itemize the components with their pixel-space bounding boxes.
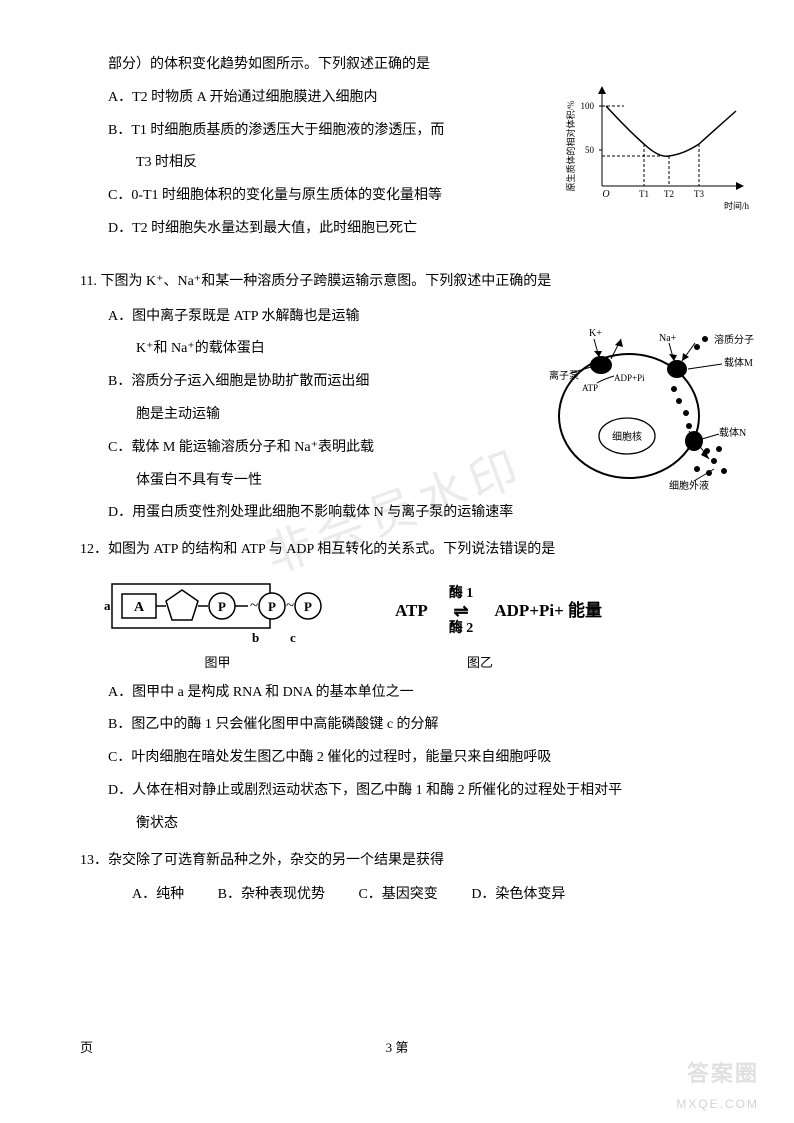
q12-eq-right: ADP+Pi+ 能量 [494, 601, 602, 620]
q12-fig-yi: ATP 酶 1 ⇌ 酶 2 ADP+Pi+ 能量 [395, 592, 602, 631]
q12-option-b: B．图乙中的酶 1 只会催化图甲中高能磷酸键 c 的分解 [80, 710, 714, 741]
q12-figures: a A P ~ b P ~ c P [80, 574, 714, 649]
q12-yi-label: 图乙 [365, 649, 595, 678]
q11-adp-label: ADP+Pi [614, 373, 645, 383]
svg-text:O: O [602, 189, 609, 200]
q12-option-c: C．叶肉细胞在暗处发生图乙中酶 2 催化的过程时，能量只来自细胞呼吸 [80, 743, 714, 774]
svg-text:~: ~ [286, 598, 294, 614]
q11-carrierN-label: 载体N [719, 427, 746, 439]
question-11-block: 11. 下图为 K⁺、Na⁺和某一种溶质分子跨膜运输示意图。下列叙述中正确的是 … [80, 267, 714, 529]
q10-y-label: 原生质体的相对体积/% [565, 100, 576, 192]
q10-chart-svg: 原生质体的相对体积/% 100 50 T1 T2 T3 O 时间/h [564, 76, 754, 216]
q10-xtick-t3: T3 [694, 189, 704, 199]
page-footer: 页 3 第 [0, 1034, 794, 1063]
q13-options-row: A．纯种 B．杂种表现优势 C．基因突变 D．染色体变异 [80, 880, 714, 911]
q11-solute-label: 溶质分子 [714, 333, 754, 346]
svg-text:P: P [304, 599, 312, 614]
q11-stem: 11. 下图为 K⁺、Na⁺和某一种溶质分子跨膜运输示意图。下列叙述中正确的是 [80, 267, 714, 298]
question-13-block: 13．杂交除了可选育新品种之外，杂交的另一个结果是获得 A．纯种 B．杂种表现优… [80, 846, 714, 912]
q11-nucleus-label: 细胞核 [612, 430, 642, 443]
q12-option-a: A．图甲中 a 是构成 RNA 和 DNA 的基本单位之一 [80, 678, 714, 709]
q12-stem: 12．如图为 ATP 的结构和 ATP 与 ADP 相互转化的关系式。下列说法错… [80, 535, 714, 566]
q11-ionpump-label: 离子泵 [549, 369, 579, 382]
q12-fig-labels: 图甲 图乙 [80, 649, 714, 678]
q10-xtick-t1: T1 [639, 189, 649, 199]
q11-diagram: 细胞核 离子泵 K+ ATP ADP+Pi 载体M Na+ 溶质 [519, 321, 769, 509]
q13-option-d: D．染色体变异 [471, 880, 565, 911]
q12-jia-label: 图甲 [100, 649, 335, 678]
q11-ecf-label: 细胞外液 [669, 479, 709, 492]
q13-option-c: C．基因突变 [358, 880, 437, 911]
q11-atp-label: ATP [582, 383, 598, 393]
q10-xtick-t2: T2 [664, 189, 674, 199]
svg-text:~: ~ [250, 598, 258, 614]
q11-diagram-svg: 细胞核 离子泵 K+ ATP ADP+Pi 载体M Na+ 溶质 [519, 321, 769, 496]
q11-k-label: K+ [589, 328, 602, 339]
q10-x-label: 时间/h [724, 200, 750, 211]
q12-eq-left: ATP [395, 601, 427, 620]
q12-enzyme2: 酶 2 [431, 614, 491, 645]
q11-carrierM-label: 载体M [724, 357, 753, 369]
q10-chart: 原生质体的相对体积/% 100 50 T1 T2 T3 O 时间/h [564, 76, 754, 229]
svg-text:c: c [290, 630, 296, 645]
q13-option-b: B．杂种表现优势 [218, 880, 325, 911]
svg-text:a: a [104, 598, 111, 613]
question-12-block: 12．如图为 ATP 的结构和 ATP 与 ADP 相互转化的关系式。下列说法错… [80, 535, 714, 839]
svg-text:P: P [268, 599, 276, 614]
corner-url: MXQE.COM [676, 1091, 759, 1117]
svg-text:A: A [134, 600, 145, 615]
q10-ytick-50: 50 [585, 145, 595, 155]
footer-page-label: 页 [80, 1034, 93, 1063]
q11-na-label: Na+ [659, 333, 677, 344]
q13-option-a: A．纯种 [132, 880, 184, 911]
q12-option-d: D．人体在相对静止或剧烈运动状态下，图乙中酶 1 和酶 2 所催化的过程处于相对… [80, 776, 714, 807]
footer-page-num: 3 第 [386, 1040, 409, 1055]
q13-stem: 13．杂交除了可选育新品种之外，杂交的另一个结果是获得 [80, 846, 714, 877]
svg-text:P: P [218, 599, 226, 614]
q12-enzyme1: 酶 1 [431, 579, 491, 610]
question-10-block: 部分）的体积变化趋势如图所示。下列叙述正确的是 A．T2 时物质 A 开始通过细… [80, 50, 714, 245]
svg-text:b: b [252, 630, 259, 645]
q12-option-d-sub: 衡状态 [80, 809, 714, 840]
q10-ytick-100: 100 [581, 101, 595, 111]
q12-fig-jia: a A P ~ b P ~ c P [100, 574, 335, 649]
